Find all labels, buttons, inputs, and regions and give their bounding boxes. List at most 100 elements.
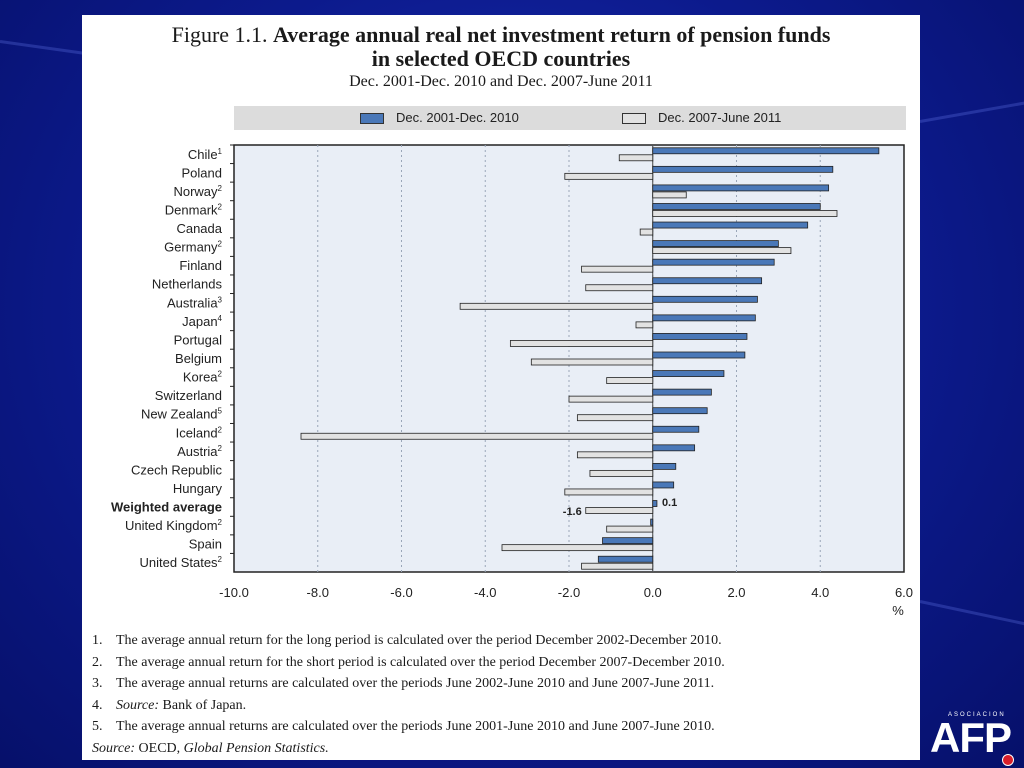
x-tick-label: 4.0 [811, 585, 829, 600]
footnote-text: The average annual returns are calculate… [116, 676, 715, 691]
bar-long-period [652, 370, 725, 377]
bar-long-period [652, 203, 821, 210]
footnote: 2. The average annual return for the shor… [92, 652, 912, 674]
bars [300, 147, 880, 570]
x-tick-label: 2.0 [727, 585, 745, 600]
source-text: OECD, [138, 740, 184, 756]
x-tick-label: -6.0 [390, 585, 412, 600]
bar-long-period [652, 221, 809, 229]
bar-long-period [652, 240, 779, 248]
bar-long-period [652, 314, 756, 322]
category-label: Poland [182, 165, 222, 180]
bar-long-period [652, 184, 830, 192]
bar-long-period [602, 537, 654, 545]
bar-long-period [652, 165, 834, 173]
category-label: United States2 [140, 555, 223, 570]
logo-dot [1002, 754, 1014, 766]
legend-label-short: Dec. 2007-June 2011 [658, 110, 782, 125]
footnote-number: 4. [92, 697, 103, 713]
figure-title-line2: in selected OECD countries [371, 46, 631, 71]
figure-title: Figure 1.1. Average annual real net inve… [82, 23, 920, 71]
footnote-marker: 2 [218, 202, 223, 211]
figure-panel: Figure 1.1. Average annual real net inve… [82, 15, 920, 760]
bar-long-period [652, 295, 758, 303]
footnote: 5. The average annual returns are calcula… [92, 716, 912, 738]
category-label: Netherlands [152, 277, 223, 292]
bar-long-period [652, 481, 675, 489]
x-unit-label: % [892, 603, 904, 618]
bar-long-period [650, 518, 654, 526]
footnote-number: 1. [92, 633, 103, 648]
category-label: Weighted average [111, 500, 222, 515]
bar-chart: Chile1 Poland Norway2 Denmark2 Canada Germany… [111, 144, 913, 618]
bar-short-period [639, 228, 654, 236]
bar-long-period [652, 333, 748, 340]
footnote-marker: 3 [218, 295, 223, 304]
afp-logo: ASOCIACION AFP [930, 712, 1016, 766]
footnotes: 1. The average annual return for the long… [92, 630, 912, 759]
category-label: Switzerland [155, 388, 222, 403]
category-label: Denmark2 [165, 202, 223, 217]
footnote: 1. The average annual return for the long… [92, 630, 912, 652]
category-label: Hungary [173, 481, 223, 496]
bar-short-period [530, 358, 654, 366]
legend-label-long: Dec. 2001-Dec. 2010 [396, 110, 519, 125]
x-tick-label: 6.0 [895, 585, 913, 600]
bar-short-period [581, 562, 654, 570]
bar-long-period [652, 425, 700, 433]
footnote-marker: 2 [218, 184, 223, 193]
footnote-marker: 2 [218, 555, 223, 564]
footnote-number: 5. [92, 719, 103, 734]
source-label: Source: [92, 740, 139, 756]
bar-long-period [652, 388, 712, 396]
category-label: Belgium [175, 351, 222, 366]
chart-legend: Dec. 2001-Dec. 2010 Dec. 2007-June 2011 [234, 106, 906, 130]
figure-label: Figure 1.1. [171, 22, 268, 47]
background-streak [0, 40, 90, 56]
footnote-marker: 1 [218, 147, 223, 156]
footnote-marker: 2 [218, 370, 223, 379]
bar-long-period [652, 258, 775, 266]
bar-short-period [652, 191, 687, 199]
bar-short-period [564, 488, 654, 496]
category-label: Korea2 [183, 370, 223, 385]
category-labels: Chile1 Poland Norway2 Denmark2 Canada Germany… [111, 147, 223, 570]
category-label: United Kingdom2 [125, 518, 223, 533]
bar-short-period [568, 395, 654, 403]
bar-long-period [652, 277, 763, 285]
bar-short-period [509, 340, 654, 347]
category-label: Austria2 [177, 444, 222, 459]
legend-swatch-short [622, 113, 646, 124]
source-publication: Global Pension Statistics. [183, 740, 329, 756]
background-streak [919, 100, 1024, 123]
footnote-marker: 4 [218, 314, 223, 323]
bar-short-period [585, 507, 654, 514]
bar-short-period [459, 302, 654, 310]
bar-short-period [589, 469, 654, 477]
category-label: Japan4 [182, 314, 222, 329]
category-label: Finland [179, 258, 222, 273]
bar-short-period [652, 247, 792, 255]
bar-long-period [652, 147, 880, 155]
footnote-text: The average annual returns are calculate… [116, 719, 715, 734]
bar-short-period [606, 377, 654, 384]
x-tick-label: -8.0 [307, 585, 329, 600]
x-tick-label: 0.0 [644, 585, 662, 600]
data-label: -1.6 [563, 506, 582, 518]
category-label: Czech Republic [131, 462, 223, 477]
x-tick-label: -4.0 [474, 585, 496, 600]
footnote-italic: Source: [116, 697, 163, 713]
bar-short-period [652, 210, 838, 217]
x-tick-label: -10.0 [219, 585, 249, 600]
bar-long-period [652, 444, 696, 452]
bar-short-period [635, 321, 654, 329]
footnote-text: The average annual return for the long p… [116, 633, 722, 648]
logo-small-text: ASOCIACION [948, 712, 1006, 718]
footnote-number: 3. [92, 676, 103, 691]
footnote-text: The average annual return for the short … [116, 654, 725, 670]
footnote: 4. Source: Bank of Japan. [92, 695, 912, 717]
figure-title-line1: Average annual real net investment retur… [273, 22, 831, 47]
bar-long-period [652, 500, 658, 507]
category-label: New Zealand5 [141, 407, 223, 422]
bar-short-period [501, 544, 654, 552]
